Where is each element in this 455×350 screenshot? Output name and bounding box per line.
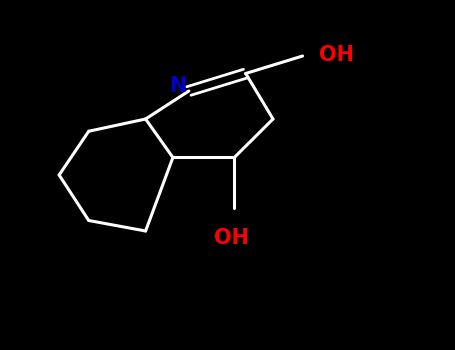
- Text: OH: OH: [214, 228, 248, 248]
- Text: N: N: [169, 76, 186, 96]
- Text: OH: OH: [318, 45, 354, 65]
